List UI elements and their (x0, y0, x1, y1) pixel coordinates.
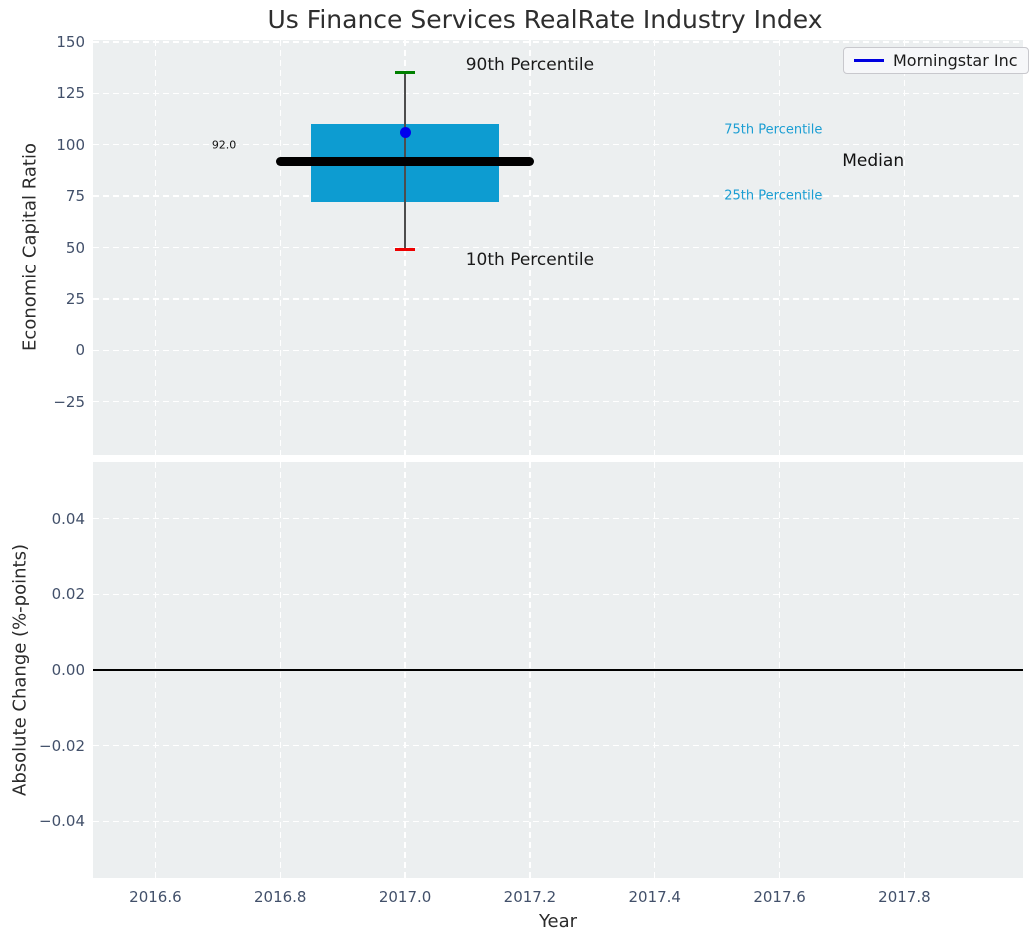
x-tick-label: 2016.6 (129, 888, 182, 906)
y-tick-label: 125 (56, 84, 85, 103)
y-axis-label-top: Economic Capital Ratio (19, 143, 41, 351)
x-tick-label: 2017.8 (878, 888, 931, 906)
top-plot-area (93, 40, 1023, 455)
x-tick-label: 2017.2 (503, 888, 557, 906)
legend-line-icon (854, 59, 884, 62)
x-axis-label: Year (538, 911, 578, 932)
x-tick-label: 2017.0 (378, 888, 432, 906)
chart-title: Us Finance Services RealRate Industry In… (267, 5, 823, 34)
x-tick-label: 2016.8 (253, 888, 307, 906)
legend-label: Morningstar Inc (893, 51, 1018, 70)
y-tick-label: 0.02 (51, 585, 85, 604)
y-tick-label: 0.00 (51, 661, 85, 679)
y-tick-label: 150 (56, 33, 85, 52)
y-tick-label: 0.04 (51, 509, 85, 528)
y-axis-label-bottom: Absolute Change (%-points) (9, 544, 31, 796)
bottom-plot-area (93, 462, 1023, 878)
y-tick-label: −25 (53, 392, 85, 411)
legend: Morningstar Inc (843, 47, 1029, 74)
y-tick-label: −0.04 (39, 812, 85, 831)
x-tick-label: 2017.4 (628, 888, 681, 906)
y-tick-label: −0.02 (39, 736, 85, 755)
x-tick-label: 2017.6 (753, 888, 806, 906)
